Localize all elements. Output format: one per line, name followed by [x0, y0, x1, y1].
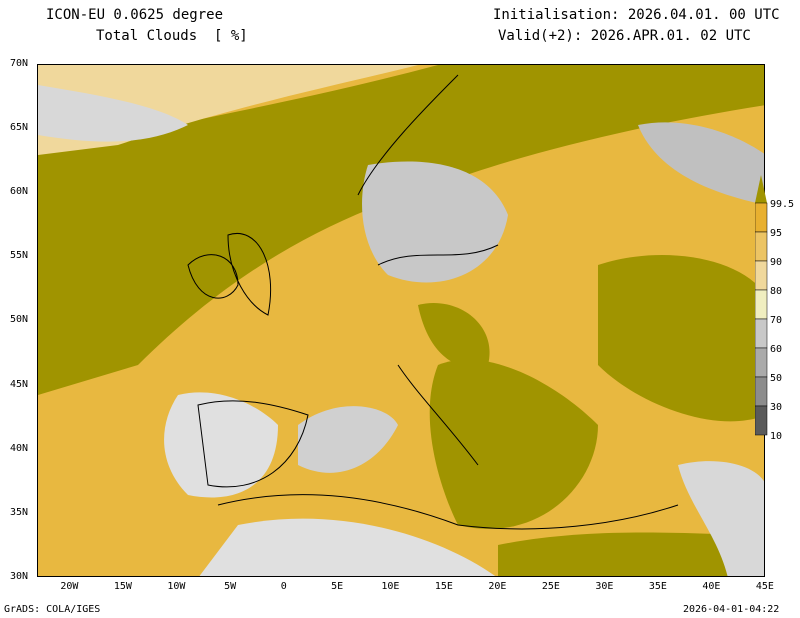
field-title: Total Clouds [ %] — [96, 28, 248, 44]
legend-swatch — [755, 347, 768, 378]
lat-label: 45N — [10, 378, 29, 390]
model-title: ICON-EU 0.0625 degree — [46, 7, 224, 23]
init-time: Initialisation: 2026.04.01. 00 UTC — [493, 7, 780, 23]
lat-label: 40N — [10, 442, 29, 454]
lon-label: 10W — [167, 581, 186, 592]
legend-label: 80 — [770, 286, 782, 297]
lat-label: 60N — [10, 186, 29, 198]
lon-label: 0 — [280, 581, 287, 592]
legend-label: 60 — [770, 344, 782, 355]
lat-label: 50N — [10, 314, 29, 326]
color-legend: 99.5 95 90 80 70 60 50 30 10 — [755, 175, 794, 442]
legend-arrow — [755, 175, 767, 203]
lon-label: 30E — [595, 581, 614, 592]
legend-label: 30 — [770, 402, 782, 413]
lon-label: 25E — [541, 581, 560, 592]
lon-label: 5E — [331, 581, 344, 592]
legend-swatch — [755, 405, 768, 436]
timestamp: 2026-04-01-04:22 — [683, 604, 780, 615]
lon-label: 20W — [60, 581, 79, 592]
legend-swatch — [755, 318, 768, 349]
lat-label: 65N — [10, 122, 29, 134]
lon-label: 15W — [113, 581, 132, 592]
lon-label: 15E — [434, 581, 453, 592]
lat-label: 55N — [10, 250, 29, 262]
grads-credit: GrADS: COLA/IGES — [4, 604, 101, 615]
lon-label: 20E — [488, 581, 507, 592]
legend-label: 95 — [770, 228, 782, 239]
lon-label: 5W — [224, 581, 237, 592]
legend-swatch — [755, 231, 768, 262]
legend-label: 70 — [770, 315, 782, 326]
legend-label: 50 — [770, 373, 782, 384]
lon-label: 40E — [702, 581, 721, 592]
cloud-field — [38, 65, 764, 576]
legend-label: 10 — [770, 431, 782, 442]
legend-swatch — [755, 289, 768, 320]
cloud-map — [37, 64, 765, 577]
lat-label: 70N — [10, 58, 29, 69]
lon-label: 45E — [755, 581, 774, 592]
legend-label: 90 — [770, 257, 782, 268]
valid-time: Valid(+2): 2026.APR.01. 02 UTC — [498, 28, 751, 44]
lon-label: 10E — [381, 581, 400, 592]
lat-label: 35N — [10, 506, 29, 518]
lat-label: 30N — [10, 570, 29, 582]
legend-swatch — [755, 202, 768, 233]
legend-swatch — [755, 260, 768, 291]
legend-swatch — [755, 376, 768, 407]
legend-label: 99.5 — [770, 199, 794, 210]
lon-label: 35E — [648, 581, 667, 592]
